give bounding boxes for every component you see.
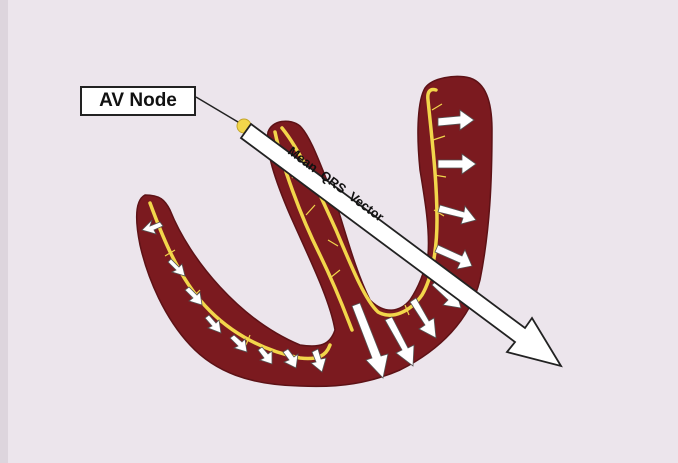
ventricle-wall xyxy=(135,75,493,388)
arrow-bottom-1 xyxy=(351,302,389,379)
left-edge-band xyxy=(0,0,8,463)
arrow-left-3 xyxy=(184,286,203,306)
arrow-left-8 xyxy=(310,348,327,373)
arrow-left-6 xyxy=(257,346,273,365)
av-node-label: AV Node xyxy=(80,86,196,116)
arrow-right-1 xyxy=(437,109,475,131)
arrow-left-1 xyxy=(141,219,164,235)
vector-arrow-body xyxy=(239,122,563,368)
arrow-right-4 xyxy=(434,244,473,270)
arrow-right-3 xyxy=(437,204,477,225)
arrow-left-7 xyxy=(282,348,299,369)
av-node-leader xyxy=(195,96,239,123)
arrow-left-4 xyxy=(204,314,222,334)
arrow-left-2 xyxy=(167,258,186,277)
right-conduction-line xyxy=(280,87,439,317)
arrow-bottom-3 xyxy=(409,297,437,339)
arrow-left-5 xyxy=(229,334,248,353)
arrow-bottom-2 xyxy=(384,316,415,367)
arrow-right-2 xyxy=(437,153,477,175)
av-node-label-text: AV Node xyxy=(99,90,177,111)
depolarization-arrows xyxy=(141,109,477,379)
